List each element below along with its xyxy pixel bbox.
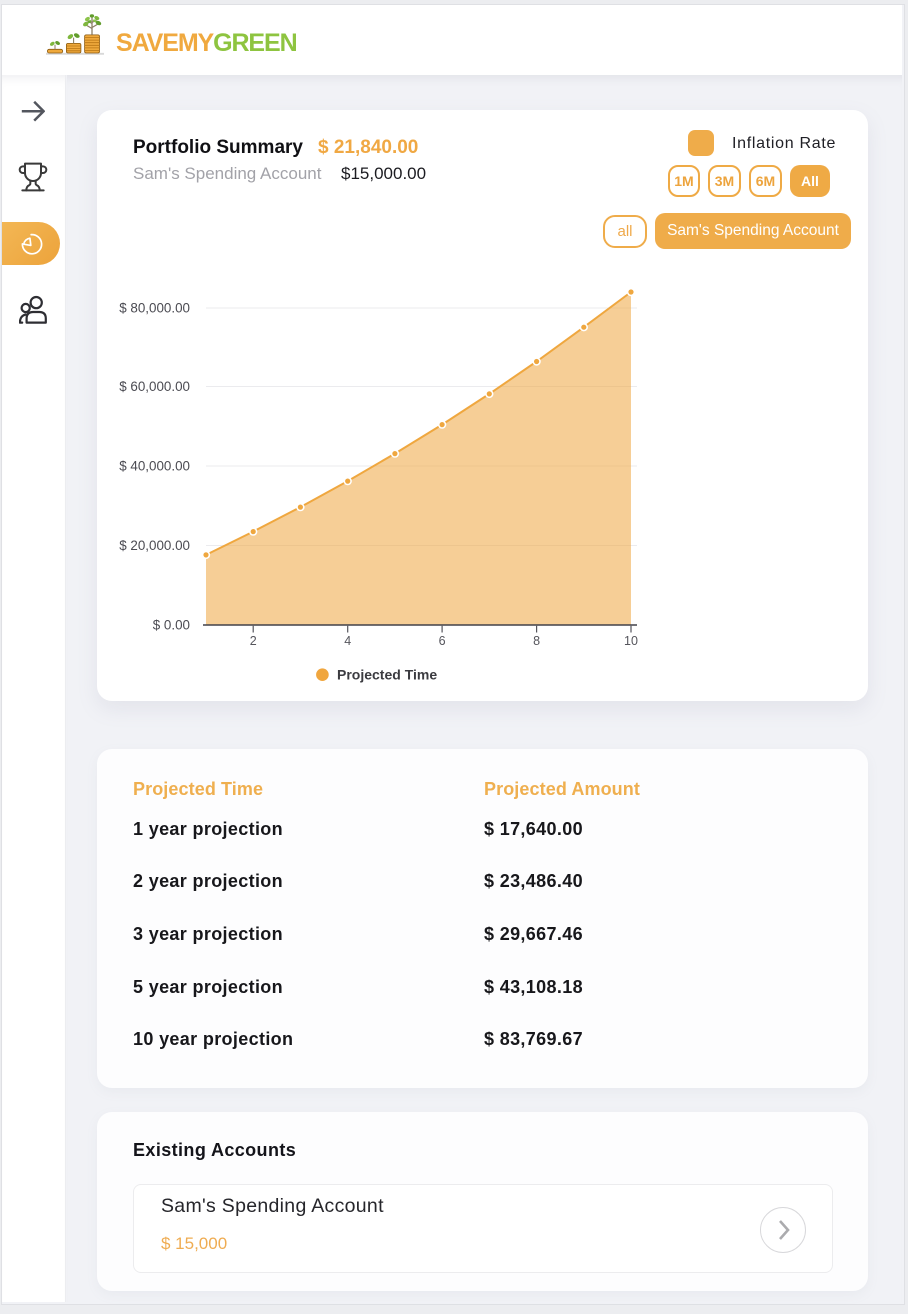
svg-text:6: 6 [439, 634, 446, 648]
svg-text:8: 8 [533, 634, 540, 648]
svg-text:Projected Time: Projected Time [337, 667, 437, 683]
svg-text:2: 2 [250, 634, 257, 648]
svg-text:$ 0.00: $ 0.00 [153, 618, 190, 633]
svg-text:$ 20,000.00: $ 20,000.00 [119, 538, 190, 553]
svg-text:$ 60,000.00: $ 60,000.00 [119, 379, 190, 394]
svg-text:10: 10 [624, 634, 638, 648]
svg-text:4: 4 [344, 634, 351, 648]
svg-text:$ 80,000.00: $ 80,000.00 [119, 301, 190, 316]
svg-text:$ 40,000.00: $ 40,000.00 [119, 459, 190, 474]
